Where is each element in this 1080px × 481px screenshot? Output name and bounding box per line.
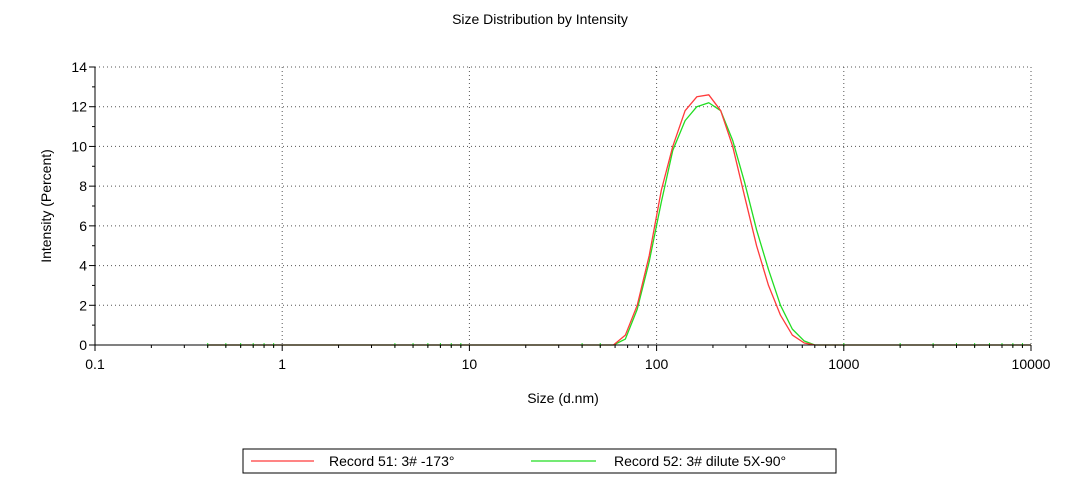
series-line-record-52 bbox=[207, 102, 1031, 346]
plot-frame bbox=[95, 67, 1031, 345]
x-tick-label: 10 bbox=[462, 356, 478, 372]
legend-label-record-52: Record 52: 3# dilute 5X-90° bbox=[614, 453, 786, 469]
x-tick-label: 100 bbox=[645, 356, 669, 372]
series-layer bbox=[207, 94, 1031, 347]
legend: Record 51: 3# -173° Record 52: 3# dilute… bbox=[242, 448, 837, 474]
y-tick-label: 0 bbox=[79, 337, 87, 353]
y-tick-label: 4 bbox=[79, 258, 87, 274]
x-tick-label: 1000 bbox=[828, 356, 859, 372]
x-tick-label: 1 bbox=[278, 356, 286, 372]
y-tick-label: 10 bbox=[71, 138, 87, 154]
grid bbox=[95, 66, 1032, 345]
y-tick-label: 2 bbox=[79, 297, 87, 313]
y-ticks: 0 2 4 6 8 10 12 14 bbox=[71, 59, 95, 353]
y-tick-label: 14 bbox=[71, 59, 87, 75]
y-axis-label: Intensity (Percent) bbox=[38, 149, 54, 263]
y-tick-label: 6 bbox=[79, 218, 87, 234]
chart-title: Size Distribution by Intensity bbox=[452, 11, 628, 27]
x-tick-label: 0.1 bbox=[85, 356, 105, 372]
x-tick-label: 10000 bbox=[1012, 356, 1051, 372]
y-tick-label: 12 bbox=[71, 99, 87, 115]
series-line-record-51 bbox=[207, 94, 1031, 346]
x-ticks: 0.1 1 10 100 1000 10000 bbox=[85, 345, 1051, 372]
y-tick-label: 8 bbox=[79, 178, 87, 194]
legend-label-record-51: Record 51: 3# -173° bbox=[329, 453, 454, 469]
x-axis-label: Size (d.nm) bbox=[527, 390, 599, 406]
